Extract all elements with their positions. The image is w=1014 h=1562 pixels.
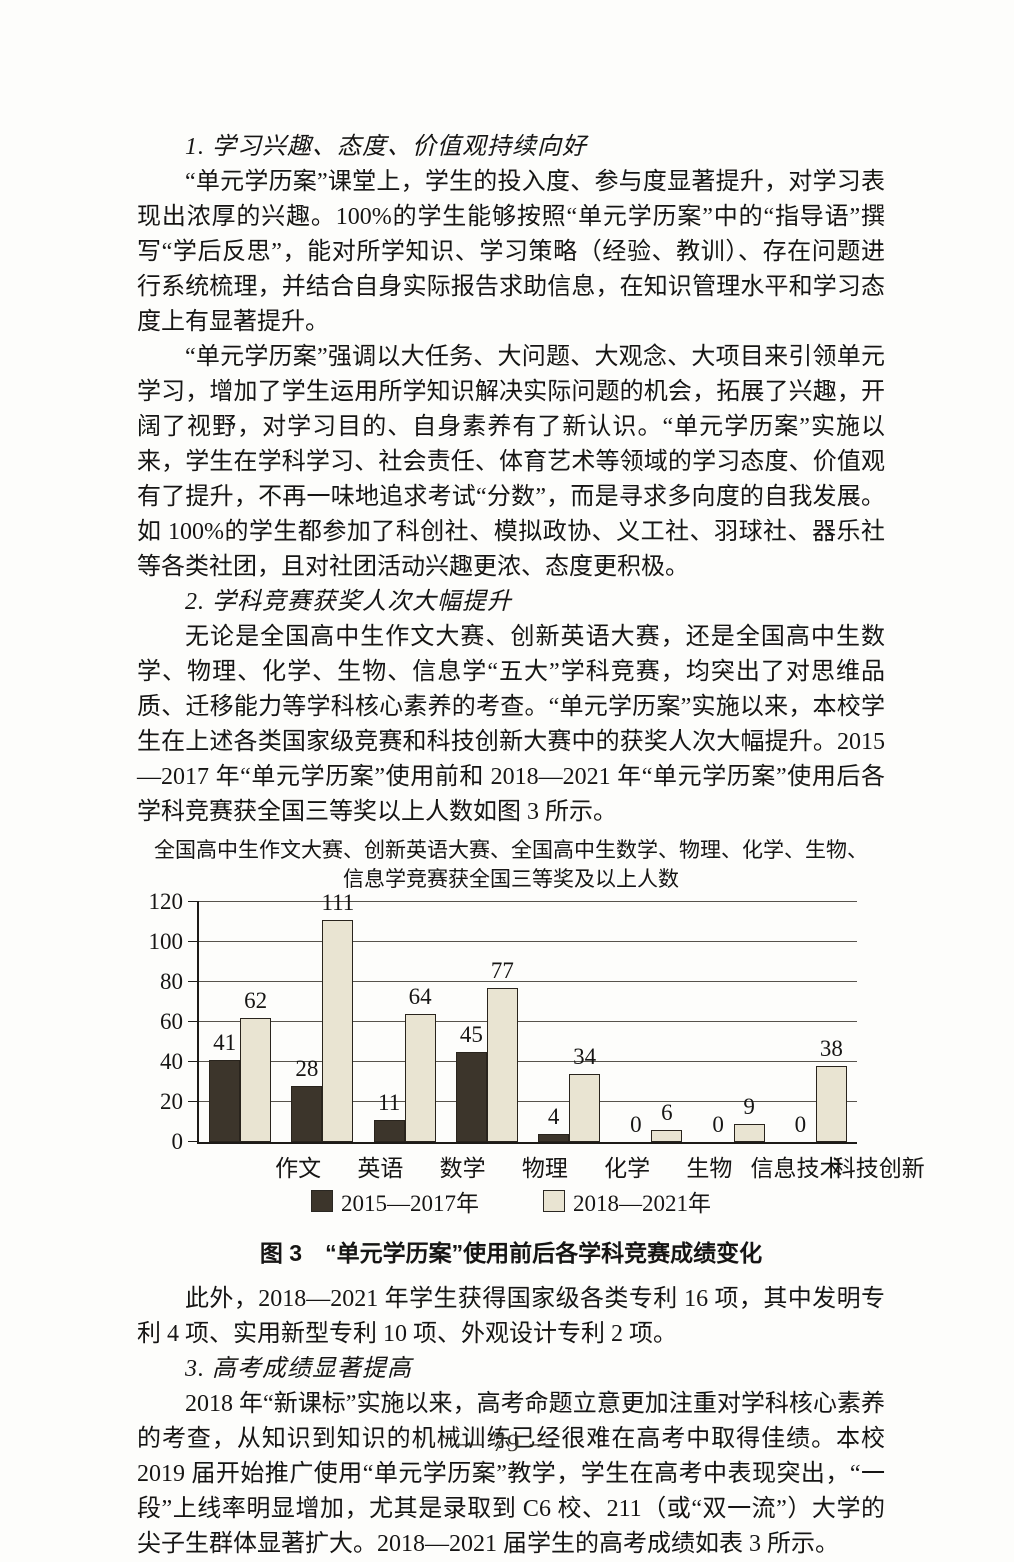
bar-2015-2017 <box>538 1134 570 1142</box>
bar-2015-2017 <box>455 1052 487 1142</box>
y-axis-tick <box>188 901 199 902</box>
bar-chart: 0 20 40 60 80 100 120 41 62 28 111 11 64 45 77 4 34 0 6 0 9 0… <box>149 889 925 1181</box>
y-axis-tick <box>188 1021 199 1022</box>
page-number: — 79 — <box>457 1430 557 1457</box>
bar-value-label: 0 <box>630 1112 642 1137</box>
legend-label: 2018—2021年 <box>573 1191 711 1216</box>
bar-value-label: 34 <box>573 1044 597 1069</box>
bar-2018-2021 <box>569 1074 601 1142</box>
bar-value-label: 9 <box>743 1094 755 1119</box>
bar-value-label: 77 <box>490 958 514 983</box>
y-axis-tick-label: 120 <box>148 889 184 914</box>
chart-legend: 2015—2017年 2018—2021年 <box>137 1184 885 1218</box>
y-axis-tick-label: 100 <box>148 929 184 954</box>
paragraph-4: 此外，2018—2021 年学生获得国家级各类专利 16 项，其中发明专利 4 … <box>137 1286 885 1347</box>
bar-2015-2017 <box>373 1120 405 1142</box>
chart-plot: 0 20 40 60 80 100 120 41 62 28 111 11 64 45 77 4 34 0 6 0 9 0… <box>149 889 857 1154</box>
legend-swatch-dark <box>311 1190 333 1212</box>
x-axis-label: 作文 <box>275 1156 322 1181</box>
x-axis-label: 物理 <box>521 1156 568 1181</box>
y-axis-tick <box>188 941 199 942</box>
bar-2018-2021 <box>486 988 518 1142</box>
bar-value-label: 38 <box>819 1036 843 1061</box>
bar-value-label: 4 <box>547 1104 560 1129</box>
bar-2015-2017 <box>291 1086 323 1142</box>
chart-gridline <box>199 941 857 942</box>
bar-value-label: 45 <box>459 1022 483 1047</box>
bar-2018-2021 <box>733 1124 765 1142</box>
paragraph-5: 2018 年“新课标”实施以来，高考命题立意更加注重对学科核心素养的考查，从知识… <box>137 1391 885 1557</box>
y-axis-tick-label: 0 <box>171 1129 184 1154</box>
chart-gridline <box>199 901 857 902</box>
chart-gridline <box>199 1101 857 1102</box>
bar-value-label: 11 <box>378 1090 401 1115</box>
section-heading-1: 1. 学习兴趣、态度、价值观持续向好 <box>185 134 587 160</box>
x-axis-label: 信息技术 <box>750 1156 843 1181</box>
section-heading-2: 2. 学科竞赛获奖人次大幅提升 <box>185 589 512 615</box>
x-axis-label: 生物 <box>686 1156 733 1181</box>
section-heading-3: 3. 高考成绩显著提高 <box>185 1356 412 1382</box>
paragraph-3: 无论是全国高中生作文大赛、创新英语大赛，还是全国高中生数学、物理、化学、生物、信… <box>137 624 885 825</box>
y-axis-tick <box>188 1061 199 1062</box>
figure-3: 全国高中生作文大赛、创新英语大赛、全国高中生数学、物理、化学、生物、 信息学竞赛… <box>137 836 925 1268</box>
paragraph-1: “单元学历案”课堂上，学生的投入度、参与度显著提升，对学习表现出浓厚的兴趣。10… <box>137 169 885 335</box>
y-axis-tick-label: 80 <box>160 969 183 994</box>
chart-title: 全国高中生作文大赛、创新英语大赛、全国高中生数学、物理、化学、生物、 信息学竞赛… <box>137 836 885 894</box>
y-axis-tick-label: 20 <box>160 1089 183 1114</box>
bar-2018-2021 <box>404 1014 436 1142</box>
chart-x-labels: 作文 英语 数学 物理 化学 生物 信息技术 科技创新 <box>257 1144 925 1181</box>
bar-2018-2021 <box>815 1066 847 1142</box>
bar-2018-2021 <box>651 1130 683 1142</box>
chart-gridline <box>199 1061 857 1062</box>
legend-item: 2015—2017年 <box>311 1184 479 1218</box>
bar-value-label: 64 <box>408 984 432 1009</box>
x-axis-label: 数学 <box>439 1156 486 1181</box>
chart-gridline <box>199 981 857 982</box>
chart-title-line-2: 信息学竞赛获全国三等奖及以上人数 <box>343 867 679 891</box>
y-axis-tick <box>188 981 199 982</box>
x-axis-label: 科技创新 <box>832 1156 925 1181</box>
bar-value-label: 28 <box>295 1056 319 1081</box>
chart-gridline <box>199 1021 857 1022</box>
bar-value-label: 0 <box>794 1112 807 1137</box>
y-axis-tick-label: 60 <box>160 1009 183 1034</box>
y-axis-tick-label: 40 <box>160 1049 183 1074</box>
chart-title-line-1: 全国高中生作文大赛、创新英语大赛、全国高中生数学、物理、化学、生物、 <box>154 838 868 862</box>
figure-caption: 图 3 “单元学历案”使用前后各学科竞赛成绩变化 <box>259 1240 763 1266</box>
bar-2018-2021 <box>322 920 354 1142</box>
bar-2018-2021 <box>240 1018 272 1142</box>
bar-value-label: 62 <box>244 988 268 1013</box>
x-axis-label: 英语 <box>357 1156 404 1181</box>
legend-item: 2018—2021年 <box>543 1184 711 1218</box>
y-axis-tick <box>188 1141 199 1142</box>
bar-value-label: 111 <box>321 890 355 915</box>
x-axis-label: 化学 <box>604 1156 651 1181</box>
y-axis-tick <box>188 1101 199 1102</box>
page-content: 1. 学习兴趣、态度、价值观持续向好 “单元学历案”课堂上，学生的投入度、参与度… <box>137 130 925 1562</box>
bar-value-label: 0 <box>712 1112 724 1137</box>
bar-2015-2017 <box>209 1060 241 1142</box>
bar-value-label: 41 <box>213 1030 237 1055</box>
bar-value-label: 6 <box>661 1100 673 1125</box>
legend-label: 2015—2017年 <box>341 1191 479 1216</box>
paragraph-2: “单元学历案”强调以大任务、大问题、大观念、大项目来引领单元学习，增加了学生运用… <box>137 344 885 580</box>
legend-swatch-light <box>543 1190 565 1212</box>
